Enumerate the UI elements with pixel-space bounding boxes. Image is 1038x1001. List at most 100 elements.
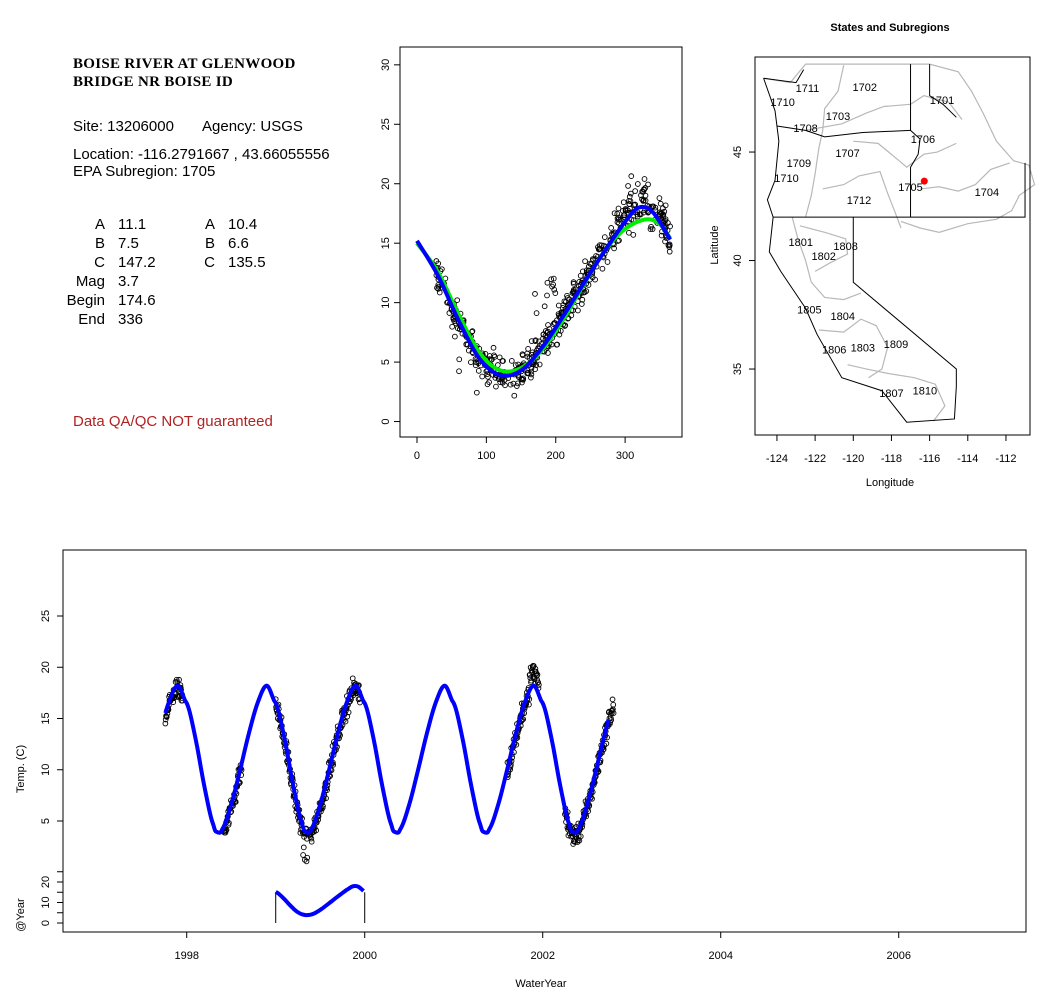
subregion-label: 1704 xyxy=(975,187,999,199)
data-point xyxy=(610,701,617,708)
data-point xyxy=(581,289,588,296)
data-point xyxy=(641,186,647,192)
subregion-label: 1710 xyxy=(770,97,794,109)
data-point xyxy=(557,328,564,334)
data-point xyxy=(530,662,537,669)
data-point xyxy=(456,356,463,363)
data-point xyxy=(604,259,611,265)
subregion-label: 1807 xyxy=(879,388,903,400)
data-point xyxy=(564,295,571,301)
data-point xyxy=(486,379,492,386)
param-value: 174.6 xyxy=(118,292,156,309)
param-label: A xyxy=(94,216,105,233)
data-point xyxy=(545,350,551,356)
data-point xyxy=(560,302,567,308)
data-point xyxy=(435,283,442,290)
subregion-label: 1709 xyxy=(787,158,811,170)
state-boundary xyxy=(763,69,805,84)
data-point xyxy=(519,379,525,386)
data-point xyxy=(611,245,617,252)
data-point xyxy=(454,297,461,304)
data-point xyxy=(533,310,540,316)
data-point xyxy=(536,361,543,368)
data-point xyxy=(473,389,480,396)
subregion-label: 1810 xyxy=(913,386,937,398)
data-point xyxy=(608,225,614,231)
param-label: Mag xyxy=(75,273,105,290)
year-axis-label: @Year xyxy=(15,898,27,932)
data-point xyxy=(627,190,634,197)
y-tick-label: 45 xyxy=(732,146,744,158)
subregion-label: 1702 xyxy=(852,82,876,94)
site-marker xyxy=(920,177,928,185)
data-point xyxy=(479,373,486,380)
data-point xyxy=(656,195,663,201)
x-tick-label: 100 xyxy=(477,450,495,462)
data-point xyxy=(632,188,638,194)
data-point xyxy=(626,201,633,207)
x-tick-label: -122 xyxy=(804,453,826,465)
subregion-label: 1804 xyxy=(831,311,855,323)
data-point xyxy=(533,670,540,677)
x-tick-label: -112 xyxy=(995,453,1016,465)
data-point xyxy=(626,229,632,236)
subregion-boundary xyxy=(847,364,946,422)
data-point xyxy=(640,197,647,204)
param-value: 336 xyxy=(118,311,144,328)
y-tick-label: 20 xyxy=(40,661,52,673)
y-tick-label: 25 xyxy=(40,610,52,622)
data-point xyxy=(342,718,349,725)
x-axis-label: Longitude xyxy=(866,477,914,489)
data-point xyxy=(647,226,654,232)
plot-frame xyxy=(399,46,683,438)
subregion-map: States and Subregions 1711 1702 1701 1710 170… xyxy=(709,22,1036,489)
subregion-boundary xyxy=(853,140,957,169)
param-value: 147.2 xyxy=(118,254,156,271)
data-point xyxy=(528,374,534,381)
data-point xyxy=(532,291,538,297)
x-tick-label: 1998 xyxy=(174,950,198,962)
data-point xyxy=(435,285,442,292)
x-axis-label: WaterYear xyxy=(515,978,566,990)
data-point xyxy=(511,392,518,399)
data-point xyxy=(555,311,562,317)
param-label: C xyxy=(204,254,215,271)
data-point xyxy=(349,675,356,682)
data-point xyxy=(626,197,632,204)
y-tick-label: 15 xyxy=(380,237,392,249)
data-point xyxy=(666,248,673,255)
day-of-year-chart: 0 100 200 300 0 5 10 15 20 25 30 xyxy=(380,46,683,462)
y2-tick-label: 10 xyxy=(40,896,52,908)
data-point xyxy=(662,202,669,209)
data-point xyxy=(524,367,531,374)
data-point xyxy=(484,371,491,377)
data-point xyxy=(576,279,583,285)
data-point xyxy=(485,374,491,380)
subregion-label: 1711 xyxy=(796,83,820,95)
qa-disclaimer: Data QA/QC NOT guaranteed xyxy=(73,413,273,430)
y-tick-label: 40 xyxy=(732,254,744,266)
data-point xyxy=(645,181,651,188)
data-point xyxy=(549,283,555,290)
data-points xyxy=(162,662,617,865)
data-point xyxy=(599,265,606,272)
x-tick-label: 2004 xyxy=(708,950,732,962)
state-boundary xyxy=(773,162,1026,218)
y-axis-label: Latitude xyxy=(709,225,721,264)
data-point xyxy=(545,322,551,328)
data-point xyxy=(569,290,576,296)
data-point xyxy=(657,200,664,207)
param-label: End xyxy=(78,311,105,328)
subregion-label: 1701 xyxy=(930,95,954,107)
subregion-label: 1706 xyxy=(911,134,935,146)
data-point xyxy=(534,671,541,678)
data-point xyxy=(452,333,458,340)
y-tick-label: 15 xyxy=(40,712,52,724)
time-series-chart: 1998 2000 2002 2004 2006 5 10 15 20 25 0 10 20 Temp. … xyxy=(15,549,1027,990)
data-point xyxy=(535,682,542,688)
data-point xyxy=(512,362,519,368)
data-point xyxy=(528,338,535,344)
fit-curve-fit-blue xyxy=(415,204,672,378)
data-point xyxy=(162,716,169,723)
data-point xyxy=(313,827,319,834)
